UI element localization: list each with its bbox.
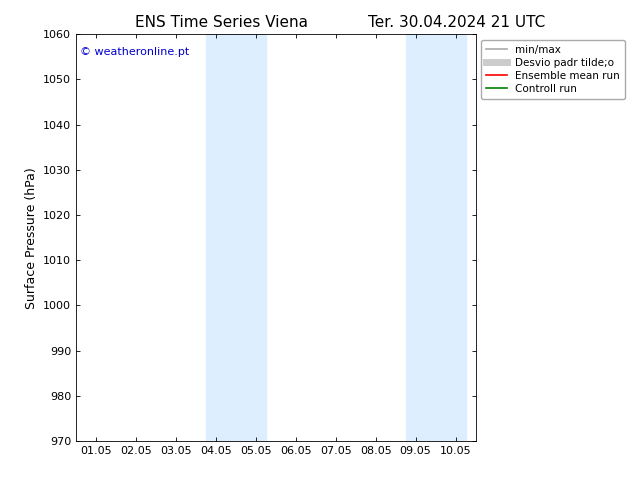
Bar	[206, 34, 266, 441]
Y-axis label: Surface Pressure (hPa): Surface Pressure (hPa)	[25, 167, 37, 309]
Legend: min/max, Desvio padr tilde;o, Ensemble mean run, Controll run: min/max, Desvio padr tilde;o, Ensemble m…	[481, 40, 625, 99]
Bar	[406, 34, 465, 441]
Text: ENS Time Series Viena: ENS Time Series Viena	[136, 15, 308, 30]
Text: © weatheronline.pt: © weatheronline.pt	[80, 47, 190, 56]
Text: Ter. 30.04.2024 21 UTC: Ter. 30.04.2024 21 UTC	[368, 15, 545, 30]
